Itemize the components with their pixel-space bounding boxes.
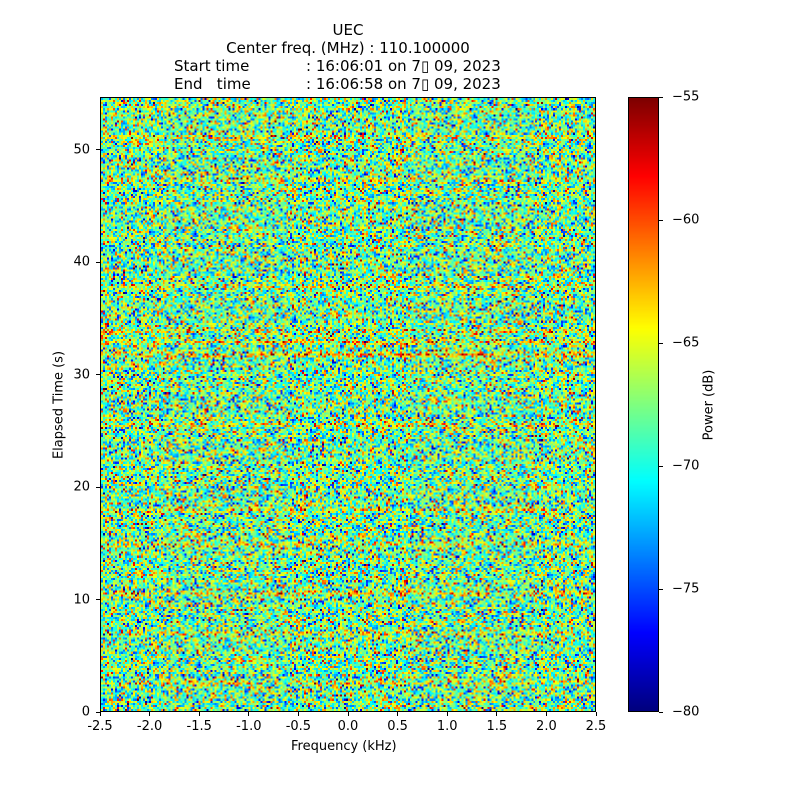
x-tick-label: 2.0 — [536, 719, 557, 734]
end-time-label: End time — [174, 75, 251, 93]
colorbar-tick-mark — [659, 96, 663, 98]
x-tick-label: -2.0 — [136, 719, 163, 734]
colorbar-tick-label: −65 — [672, 335, 700, 351]
x-tick-mark — [446, 712, 448, 716]
y-tick-mark — [96, 486, 100, 488]
x-tick-label: 0.5 — [387, 719, 408, 734]
chart-title: UEC — [332, 21, 364, 39]
center-freq-line: Center freq. (MHz) : 110.100000 — [226, 39, 470, 57]
x-tick-mark — [595, 712, 597, 716]
colorbar-tick-label: −80 — [672, 704, 700, 720]
colorbar-tick-label: −70 — [672, 458, 700, 474]
colorbar-tick-mark — [659, 588, 663, 590]
x-tick-label: 2.5 — [585, 719, 607, 734]
x-tick-label: -2.5 — [87, 719, 113, 734]
colorbar-tick-label: −55 — [672, 89, 700, 105]
y-tick-label: 30 — [73, 367, 90, 383]
y-tick-mark — [96, 374, 100, 376]
x-tick-mark — [248, 712, 250, 716]
y-tick-label: 50 — [73, 142, 90, 158]
end-time-value: : 16:06:58 on 7▯ 09, 2023 — [306, 75, 501, 93]
colorbar-tick-mark — [659, 342, 663, 344]
x-tick-mark — [99, 712, 101, 716]
x-tick-mark — [297, 712, 299, 716]
y-tick-label: 0 — [81, 704, 90, 720]
colorbar-tick-label: −60 — [672, 212, 700, 228]
x-tick-label: -0.5 — [285, 719, 312, 734]
y-tick-label: 10 — [73, 592, 90, 608]
start-time-value: : 16:06:01 on 7▯ 09, 2023 — [306, 57, 501, 75]
colorbar-label: Power (dB) — [701, 369, 717, 441]
colorbar — [628, 97, 659, 712]
x-axis-label: Frequency (kHz) — [291, 739, 397, 754]
x-tick-mark — [347, 712, 349, 716]
colorbar-tick-mark — [659, 711, 663, 713]
y-tick-mark — [96, 149, 100, 151]
x-tick-mark — [397, 712, 399, 716]
x-tick-label: 1.0 — [436, 719, 458, 734]
start-time-label: Start time — [174, 57, 250, 75]
colorbar-tick-label: −75 — [672, 581, 700, 597]
x-tick-mark — [545, 712, 547, 716]
colorbar-tick-mark — [659, 219, 663, 221]
x-tick-mark — [496, 712, 498, 716]
y-tick-label: 20 — [73, 479, 90, 495]
plot-area — [100, 97, 596, 712]
y-tick-mark — [96, 711, 100, 713]
colorbar-gradient — [629, 98, 658, 711]
x-tick-label: 1.5 — [486, 719, 508, 734]
x-tick-mark — [198, 712, 200, 716]
colorbar-tick-mark — [659, 465, 663, 467]
spectrogram-image — [101, 98, 595, 711]
x-tick-label: -1.5 — [186, 719, 212, 734]
y-tick-mark — [96, 599, 100, 601]
y-tick-label: 40 — [73, 254, 90, 270]
y-tick-mark — [96, 261, 100, 263]
y-axis-label: Elapsed Time (s) — [51, 350, 67, 460]
x-tick-label: -1.0 — [236, 719, 262, 734]
x-tick-mark — [149, 712, 151, 716]
x-tick-label: 0.0 — [337, 719, 359, 734]
